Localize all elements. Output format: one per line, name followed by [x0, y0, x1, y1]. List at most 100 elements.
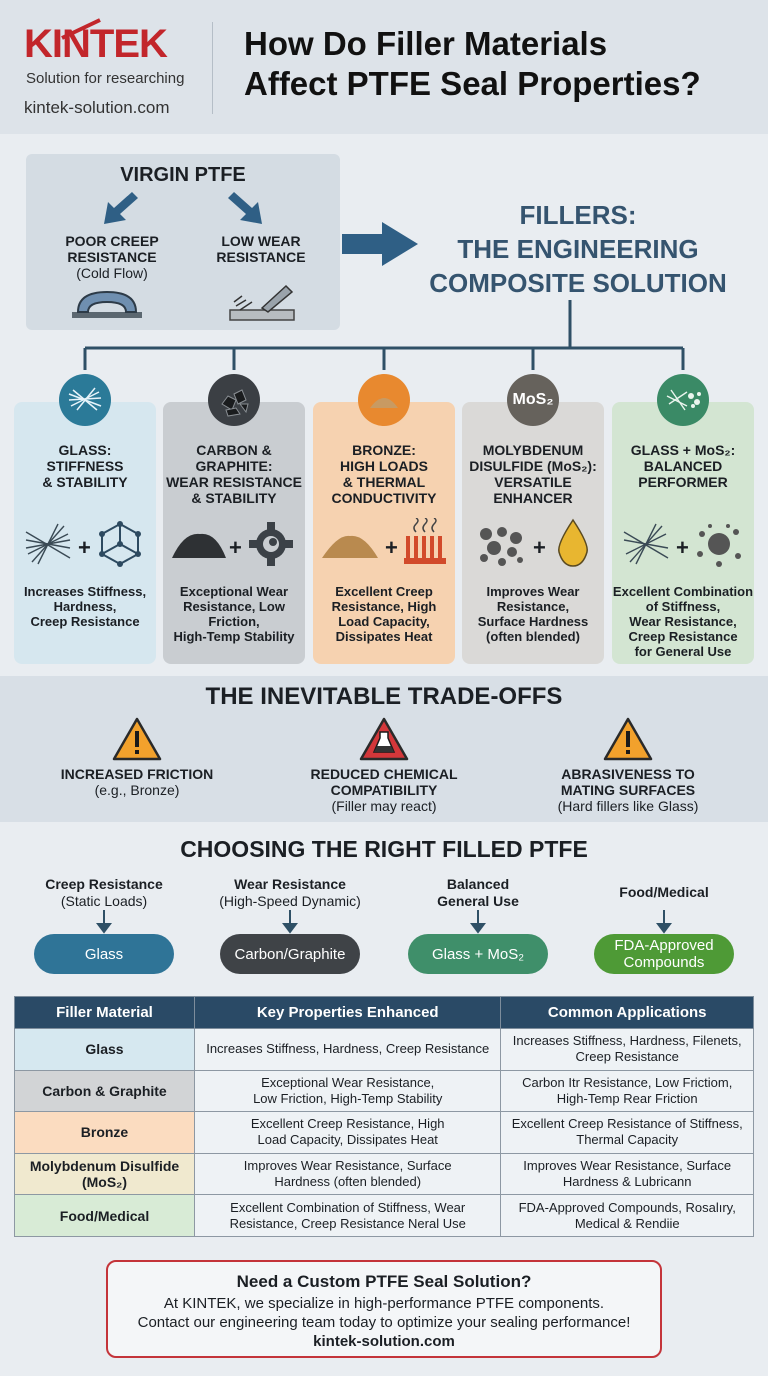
- need-wear: Wear Resistance (High-Speed Dynamic): [219, 876, 361, 909]
- glass-mos2-icon: [657, 374, 709, 426]
- cta-link[interactable]: kintek-solution.com: [313, 1333, 455, 1350]
- cold-flow-seal-icon: [72, 290, 142, 318]
- plus-sign: +: [385, 535, 398, 560]
- brand-tagline: Solution for researching: [26, 70, 185, 87]
- table-row: Molybdenum Disulfide (MoS₂) Improves Wear…: [14, 1152, 754, 1196]
- table-header-row: Filler Material Key Properties Enhanced …: [14, 996, 754, 1029]
- header-divider: [212, 22, 213, 114]
- particles-icon: [480, 527, 523, 566]
- choosing-title: CHOOSING THE RIGHT FILLED PTFE: [180, 836, 588, 862]
- logo-swoosh-icon: [61, 18, 101, 40]
- card-bronze: [313, 402, 455, 664]
- bronze-powder-icon: [358, 374, 410, 426]
- warning-icon: [112, 717, 162, 761]
- plus-sign: +: [676, 535, 689, 560]
- arrow-right-icon: [342, 222, 418, 266]
- table-row: Bronze Excellent Creep Resistance, High L…: [14, 1111, 754, 1154]
- pill-fda-approved: FDA-Approved Compounds: [594, 934, 734, 974]
- plus-sign: +: [78, 535, 91, 560]
- choice-arrows: [96, 910, 672, 934]
- table-cell-material: Food/Medical: [14, 1194, 195, 1237]
- page-title: How Do Filler Materials Affect PTFE Seal…: [244, 24, 701, 104]
- connector-tree: [83, 300, 685, 370]
- tradeoffs-title: THE INEVITABLE TRADE-OFFS: [205, 683, 563, 710]
- mos2-icon: MoS₂: [507, 374, 559, 426]
- heat-sink-icon: [404, 518, 446, 564]
- card-glass-mos2-desc: Excellent Combination of Stiffness, Wear R…: [612, 584, 754, 659]
- table-cell-material: Glass: [14, 1028, 195, 1071]
- carbon-powder-icon: [208, 374, 260, 426]
- table-cell-material: Molybdenum Disulfide (MoS₂): [14, 1152, 195, 1196]
- brand-url: kintek-solution.com: [24, 98, 170, 117]
- wear-scratch-icon: [229, 284, 295, 321]
- table-header: Filler Material: [14, 996, 195, 1029]
- fiber-bundle-icon: [25, 523, 71, 565]
- table-cell-props: Excellent Creep Resistance, High Load Cap…: [193, 1111, 502, 1154]
- table-row: Glass Increases Stiffness, Hardness, Cre…: [14, 1028, 754, 1071]
- gear-icon: [249, 522, 293, 566]
- table-header: Key Properties Enhanced: [193, 996, 502, 1029]
- table-cell-props: Excellent Combination of Stiffness, Wear…: [193, 1194, 502, 1237]
- card-carbon-title: CARBON & GRAPHITE: WEAR RESISTANCE & STABIL…: [166, 442, 302, 506]
- page-title-line-2: Affect PTFE Seal Properties?: [244, 65, 701, 102]
- need-creep: Creep Resistance (Static Loads): [45, 876, 163, 909]
- cta-box: [106, 1260, 662, 1358]
- table-row: Carbon & Graphite Exceptional Wear Resis…: [14, 1069, 754, 1113]
- table-cell-props: Exceptional Wear Resistance, Low Friction…: [193, 1069, 502, 1113]
- card-glass-mos2: [612, 402, 754, 664]
- fiber-bundle-icon: [623, 523, 669, 565]
- card-carbon-desc: Exceptional Wear Resistance, Low Friction,…: [173, 584, 295, 644]
- lubricant-drop-icon: [558, 518, 588, 567]
- table-cell-apps: Carbon Itr Resistance, Low Frictiom, High…: [500, 1069, 754, 1113]
- cta-body: At KINTEK, we specialize in high-perform…: [137, 1295, 631, 1331]
- fillers-heading: FILLERS: THE ENGINEERING COMPOSITE SOLUT…: [429, 200, 727, 298]
- tradeoff-abrasiveness: ABRASIVENESS TO MATING SURFACES (Hard fi…: [557, 766, 699, 814]
- bronze-pile-icon: [322, 535, 378, 558]
- table-cell-props: Improves Wear Resistance, Surface Hardnes…: [193, 1152, 502, 1196]
- table-cell-apps: Excellent Creep Resistance of Stiffness,…: [500, 1111, 754, 1154]
- table-row: Food/Medical Excellent Combination of St…: [14, 1194, 754, 1237]
- table-cell-apps: FDA-Approved Compounds, Rosalıry, Medical…: [500, 1194, 754, 1237]
- virgin-ptfe-title: VIRGIN PTFE: [120, 164, 246, 186]
- virgin-ptfe-panel: [26, 154, 340, 330]
- table-header: Common Applications: [500, 996, 754, 1029]
- need-food-medical: Food/Medical: [619, 884, 709, 900]
- card-mos2-desc: Improves Wear Resistance, Surface Hardness…: [477, 584, 589, 644]
- pill-carbon-graphite: Carbon/Graphite: [220, 934, 360, 974]
- card-bronze-title: BRONZE: HIGH LOADS & THERMAL CONDUCTIVITY: [331, 442, 437, 506]
- tradeoff-friction: INCREASED FRICTION (e.g., Bronze): [60, 766, 214, 798]
- brand-logo: KINTEK: [24, 22, 168, 66]
- table-cell-apps: Increases Stiffness, Hardness, Filenets,…: [500, 1028, 754, 1071]
- card-glass-mos2-title: GLASS + MoS₂: BALANCED PERFORMER: [630, 442, 736, 490]
- table-cell-material: Bronze: [14, 1111, 195, 1154]
- plus-sign: +: [533, 535, 546, 560]
- poor-creep-label: POOR CREEP RESISTANCE (Cold Flow): [65, 233, 159, 281]
- pill-glass: Glass: [34, 934, 174, 974]
- table-cell-props: Increases Stiffness, Hardness, Creep Res…: [193, 1028, 502, 1071]
- arrow-down-right-icon: [228, 192, 262, 224]
- card-carbon: [163, 402, 305, 664]
- pill-glass-mos2: Glass + MoS₂: [408, 934, 548, 974]
- page-title-line-1: How Do Filler Materials: [244, 25, 608, 62]
- particles-icon: [697, 524, 741, 567]
- card-bronze-desc: Excellent Creep Resistance, High Load Capa…: [331, 584, 437, 644]
- card-glass: [14, 402, 156, 664]
- need-balanced: Balanced General Use: [437, 876, 519, 909]
- low-wear-label: LOW WEAR RESISTANCE: [216, 233, 306, 265]
- crystal-lattice-icon: [99, 521, 141, 567]
- warning-icon: [603, 717, 653, 761]
- cta-title: Need a Custom PTFE Seal Solution?: [236, 1272, 532, 1291]
- glass-fiber-icon: [59, 374, 111, 426]
- tradeoff-chemical: REDUCED CHEMICAL COMPATIBILITY (Filler m…: [310, 766, 458, 814]
- header-band: [0, 0, 768, 134]
- arrow-down-left-icon: [104, 192, 138, 224]
- table-cell-apps: Improves Wear Resistance, Surface Hardnes…: [500, 1152, 754, 1196]
- comparison-table: Filler Material Key Properties Enhanced …: [14, 996, 754, 1237]
- card-mos2-title: MOLYBDENUM DISULFIDE (MoS₂): VERSATILE ENHA…: [469, 442, 597, 506]
- table-cell-material: Carbon & Graphite: [14, 1069, 195, 1113]
- chemical-hazard-icon: [359, 717, 409, 761]
- card-glass-title: GLASS: STIFFNESS & STABILITY: [42, 442, 128, 490]
- card-glass-desc: Increases Stiffness, Hardness, Creep Resis…: [23, 584, 147, 629]
- plus-sign: +: [229, 535, 242, 560]
- graphite-pile-icon: [172, 533, 226, 558]
